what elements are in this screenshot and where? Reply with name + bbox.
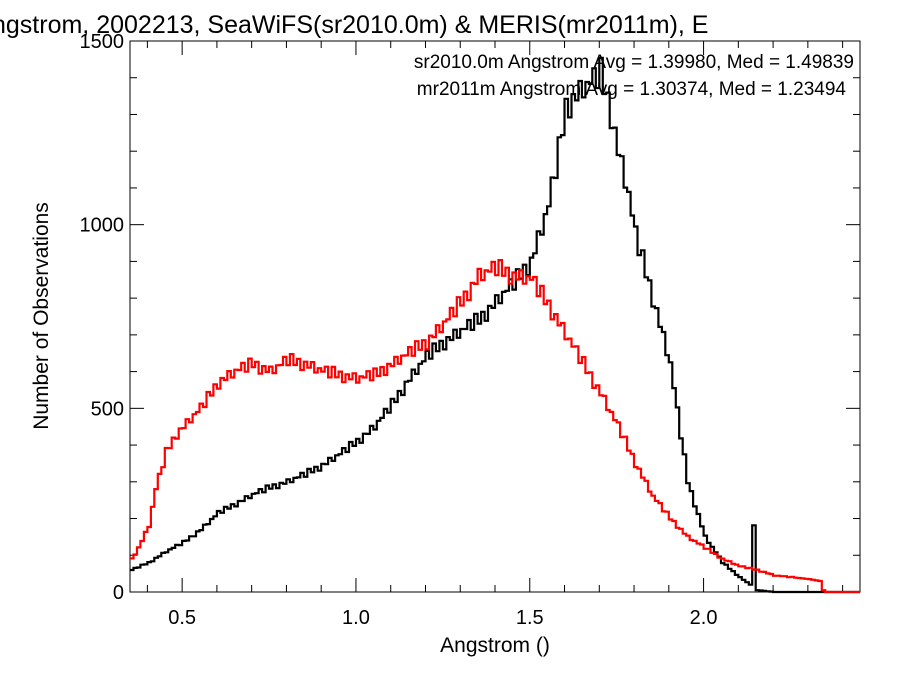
y-tick-label: 500 bbox=[91, 398, 124, 420]
series-line-mr2011m bbox=[130, 259, 860, 594]
x-tick-label: 0.5 bbox=[168, 607, 196, 629]
x-tick-label: 2.0 bbox=[690, 607, 718, 629]
x-axis-label: Angstrom () bbox=[440, 634, 550, 657]
chart-title: ngstrom, 2002213, SeaWiFS(sr2010.0m) & M… bbox=[0, 11, 708, 39]
y-tick-label: 1500 bbox=[80, 31, 125, 53]
series-line-sr2010.0m bbox=[130, 56, 860, 594]
series-lines bbox=[130, 56, 860, 594]
axis-ticks bbox=[130, 40, 860, 593]
y-tick-label: 0 bbox=[113, 582, 124, 604]
x-tick-label: 1.0 bbox=[342, 607, 370, 629]
legend-entry-sr2010: sr2010.0m Angstrom Avg = 1.39980, Med = … bbox=[414, 52, 854, 73]
y-tick-label: 1000 bbox=[80, 215, 125, 237]
x-tick-label: 1.5 bbox=[516, 607, 544, 629]
axis-tick-labels: 0 500 1000 1500 0.5 1.0 1.5 2.0 bbox=[80, 31, 718, 629]
plot-frame bbox=[129, 40, 861, 593]
legend-entry-mr2011: mr2011m Angstrom Avg = 1.30374, Med = 1.… bbox=[417, 79, 847, 100]
y-axis-label: Number of Observations bbox=[30, 202, 53, 430]
